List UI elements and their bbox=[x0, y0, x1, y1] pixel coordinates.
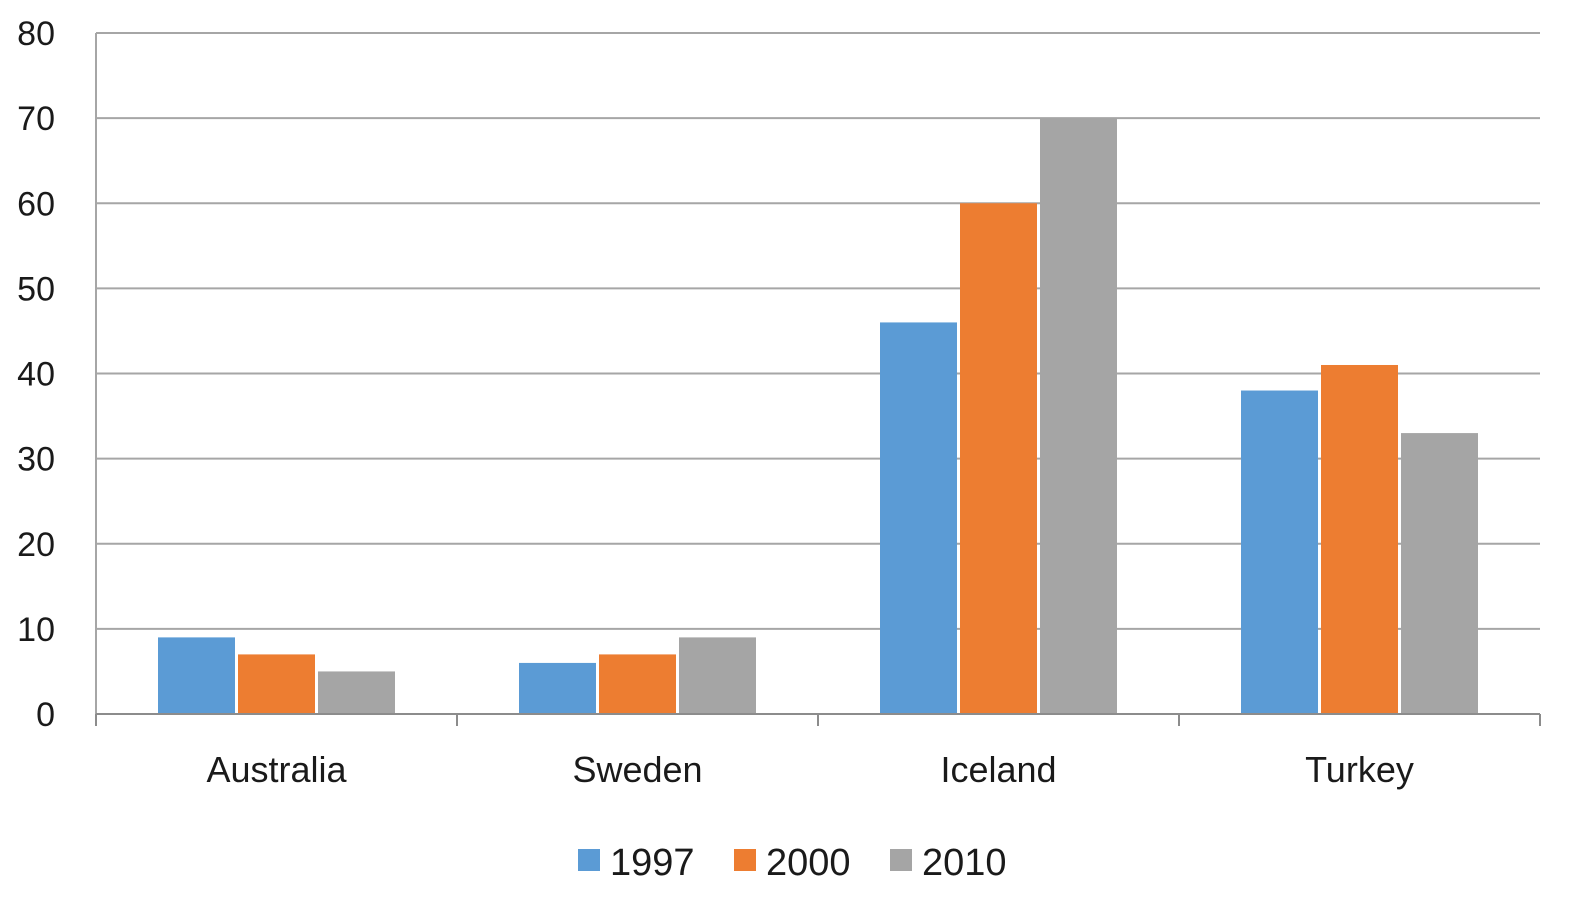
x-category-label: Turkey bbox=[1305, 749, 1414, 790]
y-tick-label: 0 bbox=[36, 696, 55, 734]
y-tick-label: 40 bbox=[17, 356, 55, 394]
x-category-label: Australia bbox=[206, 749, 347, 790]
bar-sweden-2000 bbox=[599, 654, 676, 714]
x-category-labels: Australia Sweden Iceland Turkey bbox=[206, 749, 1413, 790]
bar-sweden-1997 bbox=[519, 662, 596, 714]
bar-turkey-2010 bbox=[1401, 433, 1478, 714]
bars bbox=[158, 118, 1478, 714]
legend-label-1997: 1997 bbox=[610, 842, 695, 884]
y-tick-label: 30 bbox=[17, 441, 55, 479]
bar-iceland-2010 bbox=[1040, 118, 1117, 714]
bar-iceland-2000 bbox=[960, 203, 1037, 714]
legend-swatch-2000 bbox=[734, 849, 756, 871]
x-category-label: Sweden bbox=[572, 749, 702, 790]
y-tick-label: 60 bbox=[17, 185, 55, 223]
y-tick-label: 10 bbox=[17, 611, 55, 649]
gridlines bbox=[96, 32, 1540, 630]
legend-label-2010: 2010 bbox=[922, 842, 1007, 884]
bar-australia-2000 bbox=[238, 654, 315, 714]
bar-sweden-2010 bbox=[679, 637, 756, 714]
bar-turkey-1997 bbox=[1241, 390, 1318, 714]
axes bbox=[95, 33, 1541, 726]
y-tick-label: 70 bbox=[17, 100, 55, 138]
legend-swatch-1997 bbox=[578, 849, 600, 871]
x-category-label: Iceland bbox=[940, 749, 1056, 790]
y-tick-label: 80 bbox=[17, 15, 55, 53]
bar-australia-1997 bbox=[158, 637, 235, 714]
y-tick-label: 20 bbox=[17, 526, 55, 564]
legend: 1997 2000 2010 bbox=[578, 842, 1007, 884]
bar-turkey-2000 bbox=[1321, 364, 1398, 714]
legend-label-2000: 2000 bbox=[766, 842, 851, 884]
y-tick-label: 50 bbox=[17, 270, 55, 308]
legend-swatch-2010 bbox=[890, 849, 912, 871]
bar-iceland-1997 bbox=[880, 322, 957, 714]
y-tick-labels: 0 10 20 30 40 50 60 70 80 bbox=[17, 15, 55, 734]
bar-australia-2010 bbox=[318, 671, 395, 714]
